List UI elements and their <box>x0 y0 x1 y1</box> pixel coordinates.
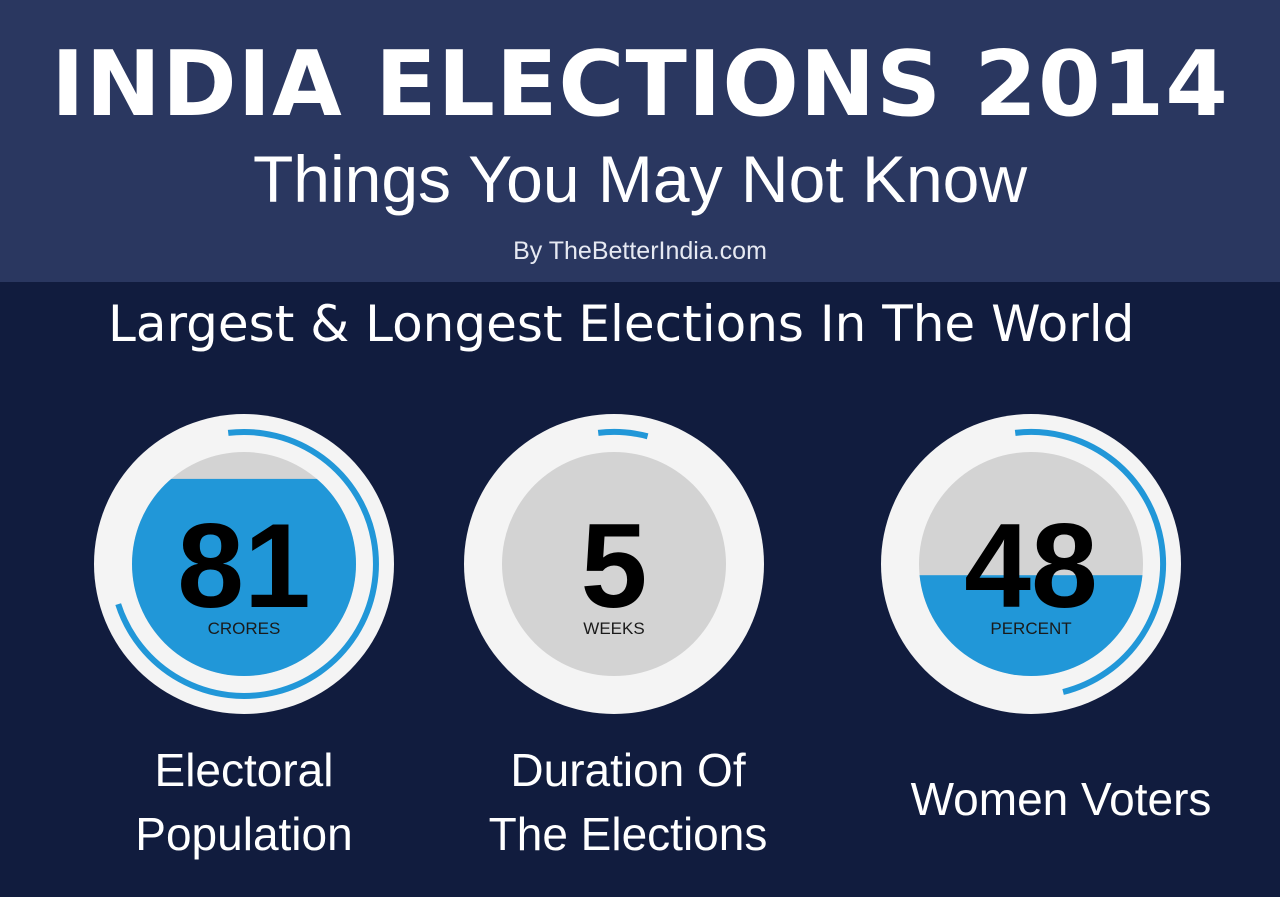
label-line-1: Duration Of <box>510 744 746 796</box>
label-line-2: Population <box>135 808 353 860</box>
gauge-progress-arc <box>1014 428 1167 695</box>
header-banner <box>0 0 1280 282</box>
page-subtitle: Things You May Not Know <box>252 142 1028 216</box>
gauge-graphic: 48 PERCENT <box>881 414 1181 714</box>
gauge-label-women-voters: Women Voters <box>861 767 1261 831</box>
gauge-electoral-population: 81 CRORES <box>92 412 396 716</box>
gauge-graphic: 81 CRORES <box>94 414 394 714</box>
gauge-fill <box>132 478 356 676</box>
stat-unit: CRORES <box>208 619 281 638</box>
label-line-1: Electoral <box>154 744 334 796</box>
byline: By TheBetterIndia.com <box>513 237 767 265</box>
label-line-2: The Elections <box>488 808 768 860</box>
label-line-1: Women Voters <box>910 773 1212 825</box>
section-title: Largest & Longest Elections In The World <box>108 295 1135 353</box>
gauge-label-duration: Duration Of The Elections <box>428 738 828 866</box>
stat-value: 81 <box>177 499 310 633</box>
gauge-label-electoral-population: Electoral Population <box>44 738 444 866</box>
gauge-graphic: 5 WEEKS <box>464 414 764 714</box>
stat-value: 48 <box>964 499 1097 633</box>
stat-unit: PERCENT <box>990 619 1071 638</box>
page-title: INDIA ELECTIONS 2014 <box>51 32 1229 137</box>
gauge-progress-arc <box>115 428 379 699</box>
gauge-inner-disc <box>502 452 726 676</box>
gauge-women-voters: 48 PERCENT <box>879 412 1183 716</box>
gauge-duration: 5 WEEKS <box>462 412 766 716</box>
stat-unit: WEEKS <box>583 619 644 638</box>
gauge-progress-arc <box>597 428 649 440</box>
stat-value: 5 <box>581 499 648 633</box>
